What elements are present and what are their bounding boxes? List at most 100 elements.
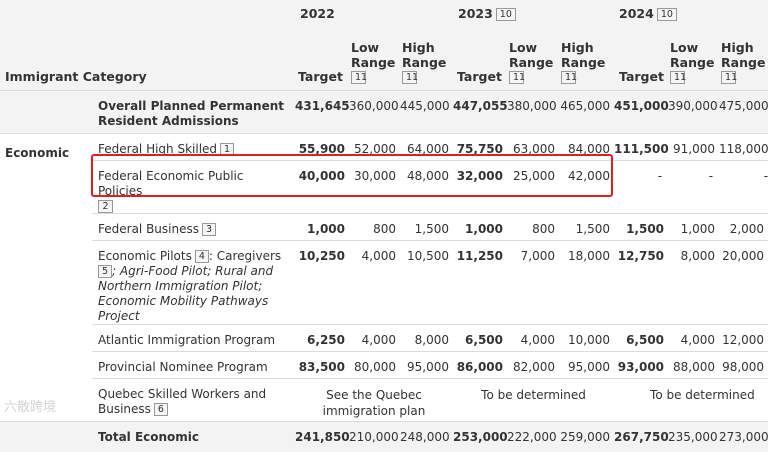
table-row: Economic Federal High Skilled 1 55,900 5 2… — [0, 133, 768, 422]
cell: 1,000 — [295, 213, 349, 241]
column-header-row: Immigrant Category Target Low Range 11 Hi… — [0, 26, 768, 91]
table-row: Atlantic Immigration Program 6,250 4,000… — [0, 324, 768, 352]
cell: 4,000 — [507, 324, 559, 352]
target-header: Target — [453, 26, 507, 91]
footnote-link[interactable]: 10 — [656, 7, 677, 21]
cell: 465,000 — [559, 90, 615, 134]
cell: 1,000 — [453, 213, 507, 241]
cell: - — [668, 160, 720, 214]
cell: 10,500 — [400, 240, 453, 325]
high-range-header: High Range 11 — [559, 26, 615, 91]
to-be-determined-note: To be determined — [614, 378, 768, 422]
table-row: Federal Economic Public Policies 2 40,000… — [0, 160, 768, 214]
cell: 63,000 — [507, 133, 559, 161]
cell: 475,000 — [719, 90, 768, 134]
cell: 75,750 — [453, 133, 507, 161]
cell: 32,000 — [453, 160, 507, 214]
cell: 42,000 — [559, 160, 615, 214]
cell: 88,000 — [668, 351, 720, 379]
footnote-link[interactable]: 6 — [153, 403, 168, 416]
high-range-header: High Range 11 — [719, 26, 768, 91]
cell: 380,000 — [507, 90, 559, 134]
row-label: Quebec Skilled Workers and Business 6 — [92, 378, 295, 422]
table-row: Economic Pilots 4: Caregivers 5; Agri-Foo… — [0, 240, 768, 325]
cell: 267,750 — [614, 421, 669, 452]
cell: 6,250 — [295, 324, 349, 352]
row-label: Federal Business 3 — [92, 213, 295, 241]
cell: 20,000 — [719, 240, 768, 325]
cell: 390,000 — [668, 90, 720, 134]
low-range-header: Low Range 11 — [668, 26, 720, 91]
cell: 2,000 — [719, 213, 768, 241]
cell: 360,000 — [349, 90, 400, 134]
low-range-header: Low Range 11 — [507, 26, 559, 91]
cell: 1,000 — [668, 213, 720, 241]
to-be-determined-note: To be determined — [453, 378, 615, 422]
footnote-link[interactable]: 4 — [194, 250, 209, 263]
footnote-link[interactable]: 11 — [402, 71, 418, 84]
watermark-logo: 六散跨境 — [4, 400, 57, 415]
footnote-link[interactable]: 1 — [220, 143, 235, 156]
row-label: Economic Pilots 4: Caregivers 5; Agri-Foo… — [92, 240, 295, 325]
cell: 4,000 — [349, 324, 400, 352]
footnote-link[interactable]: 10 — [495, 7, 516, 21]
cell: 55,900 — [295, 133, 349, 161]
year-header-row: 2022 2023 10 2024 10 — [0, 0, 768, 26]
cell: 1,500 — [614, 213, 669, 241]
cell: 40,000 — [295, 160, 349, 214]
footnote-link[interactable]: 2 — [98, 200, 113, 213]
cell: 1,500 — [400, 213, 453, 241]
cell: 210,000 — [349, 421, 400, 452]
cell: 18,000 — [559, 240, 615, 325]
footnote-link[interactable]: 11 — [509, 71, 525, 84]
cell: 111,500 — [614, 133, 669, 161]
cell: 10,000 — [559, 324, 615, 352]
cell: 84,000 — [559, 133, 615, 161]
row-label: Overall Planned Permanent Resident Admis… — [92, 90, 295, 134]
footnote-link[interactable]: 11 — [670, 71, 686, 84]
footnote-link[interactable]: 3 — [201, 223, 217, 236]
cell: - — [614, 160, 669, 214]
cell: 91,000 — [668, 133, 720, 161]
footnote-link[interactable]: 11 — [721, 71, 737, 84]
row-label: Provincial Nominee Program — [92, 351, 295, 379]
cell: 241,850 — [295, 421, 350, 452]
total-row: Total Economic 241,850 210,000 248,000 2… — [0, 421, 768, 452]
cell: 118,000 — [719, 133, 768, 161]
row-label: Total Economic — [92, 421, 295, 452]
cell: 431,645 — [295, 90, 350, 134]
cell: 800 — [349, 213, 400, 241]
high-range-header: High Range 11 — [400, 26, 453, 91]
cell: - — [719, 160, 768, 214]
cell: 445,000 — [400, 90, 453, 134]
row-label: Federal High Skilled 1 — [92, 133, 295, 161]
cell: 248,000 — [400, 421, 453, 452]
table-row: Provincial Nominee Program 83,500 80,000… — [0, 351, 768, 379]
cell: 95,000 — [400, 351, 453, 379]
row-label: Federal Economic Public Policies 2 — [92, 160, 295, 214]
cell: 800 — [507, 213, 559, 241]
footnote-link[interactable]: 11 — [561, 71, 577, 84]
cell: 12,000 — [719, 324, 768, 352]
cell: 447,055 — [453, 90, 508, 134]
year-2022: 2022 — [295, 0, 453, 26]
cell: 8,000 — [668, 240, 720, 325]
cell: 86,000 — [453, 351, 507, 379]
overall-row: Overall Planned Permanent Resident Admis… — [0, 90, 768, 134]
cell: 1,500 — [559, 213, 615, 241]
cell: 30,000 — [349, 160, 400, 214]
cell: 273,000 — [719, 421, 768, 452]
cell: 235,000 — [668, 421, 720, 452]
table-row: Federal Business 3 1,000 800 1,500 1,000 … — [0, 213, 768, 241]
target-header: Target — [295, 26, 349, 91]
footnote-link[interactable]: 11 — [351, 71, 367, 84]
cell: 8,000 — [400, 324, 453, 352]
cell: 11,250 — [453, 240, 507, 325]
cell: 253,000 — [453, 421, 508, 452]
economic-category-label: Economic — [0, 133, 92, 422]
cell: 222,000 — [507, 421, 559, 452]
cell: 64,000 — [400, 133, 453, 161]
footnote-link[interactable]: 5 — [98, 265, 113, 278]
cell: 48,000 — [400, 160, 453, 214]
